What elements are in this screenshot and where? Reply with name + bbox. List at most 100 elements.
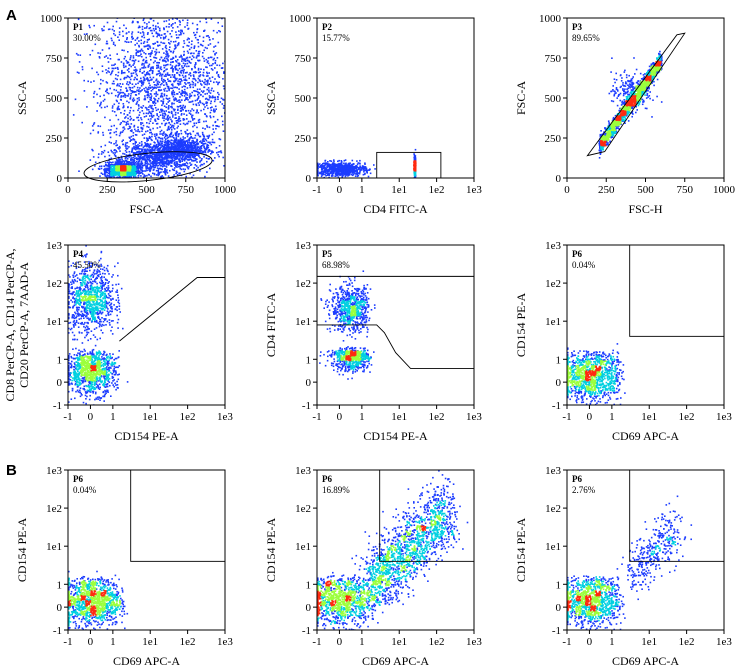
event-dot — [184, 107, 186, 109]
event-dot — [222, 107, 225, 109]
event-dot — [211, 87, 213, 90]
event-dot — [140, 77, 142, 80]
event-dot — [124, 55, 126, 58]
event-dot — [157, 136, 160, 139]
event-dot — [197, 81, 199, 84]
event-dot — [120, 61, 123, 63]
event-dot — [151, 88, 154, 91]
event-dot — [138, 93, 140, 95]
event-dot — [170, 12, 172, 14]
event-dot — [183, 58, 186, 60]
event-dot — [115, 74, 117, 76]
event-dot — [144, 170, 147, 172]
event-dot — [193, 10, 195, 12]
event-dot — [125, 147, 127, 149]
event-dot — [190, 62, 192, 64]
event-dot — [176, 122, 178, 124]
event-dot — [184, 156, 187, 159]
event-dot — [175, 138, 178, 141]
event-dot — [146, 162, 148, 165]
event-dot — [140, 85, 143, 87]
event-dot — [192, 149, 195, 152]
event-dot — [160, 100, 162, 102]
event-dot — [144, 53, 147, 55]
event-dot — [185, 161, 188, 164]
event-dot — [103, 169, 106, 172]
event-dot — [156, 67, 158, 69]
event-dot — [129, 58, 131, 61]
event-dot — [153, 155, 156, 157]
event-dot — [129, 175, 132, 178]
event-dot — [126, 114, 129, 116]
event-dot — [170, 25, 173, 27]
event-dot — [147, 145, 149, 147]
event-dot — [191, 116, 193, 119]
event-dot — [123, 71, 126, 74]
event-dot — [166, 98, 169, 100]
event-dot — [159, 137, 162, 140]
gate-percentage: 30.00% — [73, 33, 101, 43]
event-dot — [163, 105, 166, 107]
event-dot — [141, 25, 144, 28]
event-dot — [163, 136, 166, 139]
event-dot — [174, 66, 176, 68]
event-dot — [156, 114, 158, 117]
event-dot — [65, 143, 67, 145]
event-dot — [163, 115, 166, 118]
event-dot — [197, 92, 200, 94]
event-dot — [196, 54, 199, 57]
event-dot — [142, 164, 145, 167]
event-dot — [155, 32, 158, 35]
event-dot — [364, 163, 366, 165]
event-dot — [123, 113, 125, 115]
event-dot — [163, 78, 165, 81]
event-dot — [118, 108, 120, 110]
event-dot — [164, 2, 166, 4]
event-dot — [64, 92, 66, 94]
event-dot — [167, 60, 169, 62]
event-dot — [129, 82, 131, 84]
event-dot — [130, 159, 132, 161]
event-dot — [159, 67, 162, 70]
event-dot — [87, 80, 89, 83]
event-dot — [198, 121, 201, 123]
event-dot — [112, 67, 115, 70]
event-dot — [235, 55, 237, 57]
event-dot — [177, 125, 179, 128]
event-dot — [169, 161, 172, 163]
event-dot — [227, 94, 229, 96]
event-dot — [194, 71, 197, 74]
event-dot — [101, 65, 104, 67]
event-dot — [149, 143, 152, 145]
event-dot — [179, 172, 181, 174]
event-dot — [209, 116, 212, 119]
event-dot — [320, 165, 323, 167]
event-dot — [155, 79, 157, 82]
event-dot — [242, 67, 244, 69]
event-dot — [111, 105, 114, 107]
event-dot — [113, 111, 116, 113]
event-dot — [141, 82, 143, 85]
event-dot — [208, 126, 211, 129]
event-dot — [183, 149, 185, 152]
event-dot — [103, 25, 105, 28]
event-dot — [152, 158, 154, 161]
event-dot — [176, 133, 178, 135]
event-dot — [179, 161, 182, 163]
event-dot — [148, 150, 151, 153]
event-dot — [130, 106, 132, 109]
event-dot — [108, 171, 111, 173]
event-dot — [117, 58, 120, 61]
event-dot — [189, 142, 191, 144]
event-dot — [173, 169, 176, 172]
event-dot — [145, 56, 147, 59]
event-dot — [187, 149, 189, 152]
event-dot — [102, 151, 105, 154]
event-dot — [185, 175, 187, 178]
event-dot — [170, 148, 172, 151]
event-dot — [183, 153, 186, 156]
event-dot — [150, 156, 153, 159]
event-dot — [211, 95, 214, 97]
event-dot — [137, 144, 139, 146]
event-dot — [191, 22, 194, 25]
